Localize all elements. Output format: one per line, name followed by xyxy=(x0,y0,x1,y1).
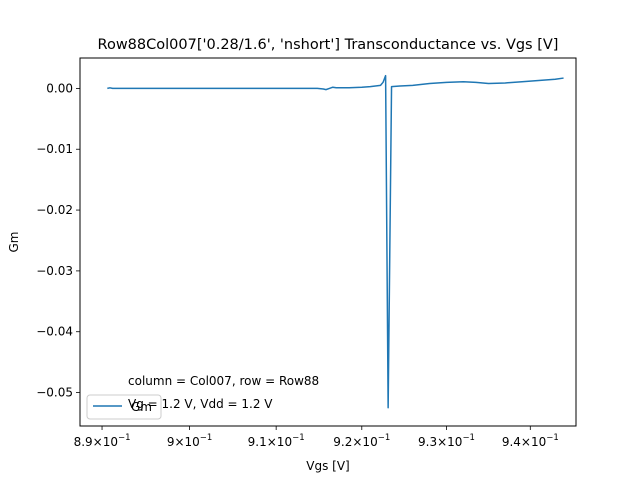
y-axis-label: Gm xyxy=(7,232,21,253)
plot-frame xyxy=(79,57,577,427)
y-tick-label: 0.00 xyxy=(46,81,73,95)
annotation-line-1: column = Col007, row = Row88 xyxy=(128,374,319,388)
plot-area xyxy=(107,74,564,409)
y-tick-label: −0.01 xyxy=(36,142,73,156)
y-axis-ticks: 0.00 −0.01 −0.02 −0.03 −0.04 −0.05 xyxy=(36,81,80,400)
legend-label: Gm xyxy=(131,400,152,414)
x-tick-label: 8.9×10−1 xyxy=(74,433,131,449)
series-line-0 xyxy=(107,74,564,409)
y-tick-label: −0.04 xyxy=(36,325,73,339)
legend-box xyxy=(86,394,162,420)
y-tick-label: −0.03 xyxy=(36,264,73,278)
legend: Gm xyxy=(86,394,162,420)
x-tick-label: 9.2×10−1 xyxy=(333,433,390,449)
x-tick-label: 9.3×10−1 xyxy=(418,433,475,449)
x-tick-label: 9.1×10−1 xyxy=(248,433,305,449)
annotation-line-2: Vg = 1.2 V, Vdd = 1.2 V xyxy=(128,397,273,411)
x-axis-ticks: 8.9×10−1 9×10−1 9.1×10−1 9.2×10−1 9.3×10−1 9.… xyxy=(74,426,559,449)
y-tick-label: −0.05 xyxy=(36,386,73,400)
chart-title: Row88Col007['0.28/1.6', 'nshort'] Transc… xyxy=(98,37,559,53)
y-tick-label: −0.02 xyxy=(36,203,73,217)
x-axis-label: Vgs [V] xyxy=(306,459,349,473)
x-tick-label: 9×10−1 xyxy=(167,433,213,449)
x-tick-label: 9.4×10−1 xyxy=(502,433,559,449)
